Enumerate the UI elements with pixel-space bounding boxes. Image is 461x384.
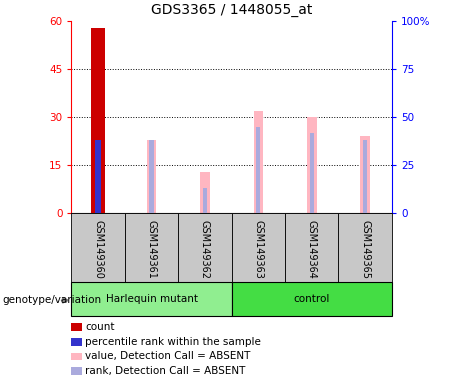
Bar (200, 172, 210, 213)
Text: GSM149362: GSM149362 (200, 220, 210, 279)
Bar (361, 136, 370, 213)
Title: GDS3365 / 1448055_at: GDS3365 / 1448055_at (151, 3, 313, 17)
Text: count: count (85, 322, 115, 332)
Bar (231, 282, 392, 316)
Text: genotype/variation: genotype/variation (2, 295, 101, 305)
Text: GSM149360: GSM149360 (93, 220, 103, 279)
Bar (338, 213, 392, 282)
Bar (95, 139, 101, 213)
Text: rank, Detection Call = ABSENT: rank, Detection Call = ABSENT (85, 366, 246, 376)
Bar (363, 139, 367, 213)
Text: GSM149364: GSM149364 (307, 220, 317, 279)
Text: value, Detection Call = ABSENT: value, Detection Call = ABSENT (85, 351, 251, 361)
Bar (178, 213, 231, 282)
Text: Harlequin mutant: Harlequin mutant (106, 294, 198, 304)
Bar (307, 117, 317, 213)
Text: GSM149361: GSM149361 (147, 220, 157, 279)
Bar (149, 139, 154, 213)
Bar (285, 213, 338, 282)
Bar (203, 187, 207, 213)
Bar (125, 213, 178, 282)
Bar (256, 127, 260, 213)
Bar (310, 133, 314, 213)
Text: GSM149363: GSM149363 (254, 220, 263, 279)
Text: GSM149365: GSM149365 (360, 220, 370, 279)
Bar (91, 28, 105, 213)
Text: percentile rank within the sample: percentile rank within the sample (85, 337, 261, 347)
Bar (147, 139, 156, 213)
Text: control: control (294, 294, 330, 304)
Bar (71, 282, 231, 316)
Bar (254, 111, 263, 213)
Bar (71, 213, 125, 282)
Bar (231, 213, 285, 282)
